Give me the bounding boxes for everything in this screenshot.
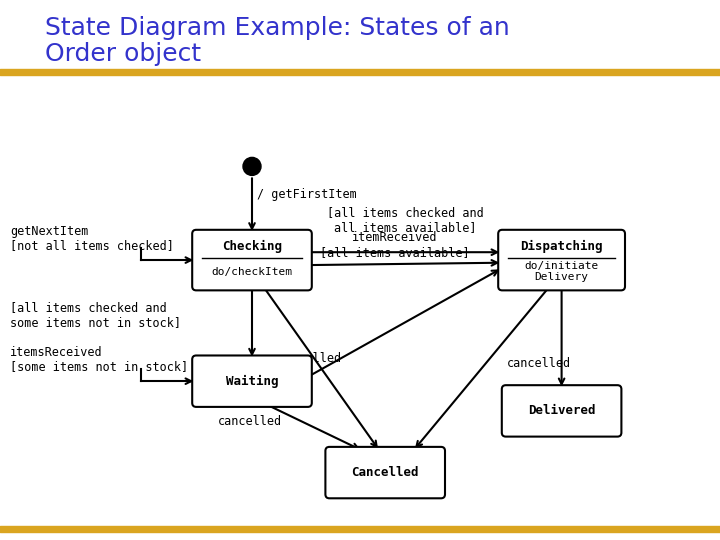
Text: Waiting: Waiting: [226, 375, 278, 388]
Text: / getFirstItem: / getFirstItem: [257, 188, 356, 201]
Circle shape: [243, 157, 261, 176]
Text: Delivered: Delivered: [528, 404, 595, 417]
Text: [all items checked and
some items not in stock]: [all items checked and some items not in…: [10, 301, 181, 329]
Text: do/initiate
Delivery: do/initiate Delivery: [524, 261, 599, 282]
Text: cancelled: cancelled: [218, 415, 282, 428]
Text: Dispatching: Dispatching: [521, 240, 603, 253]
FancyBboxPatch shape: [325, 447, 445, 498]
Text: itemsReceived: itemsReceived: [10, 346, 103, 359]
FancyBboxPatch shape: [192, 230, 312, 291]
Text: Checking: Checking: [222, 240, 282, 253]
Text: [some items not in stock]: [some items not in stock]: [10, 360, 188, 373]
Text: getNextItem: getNextItem: [10, 225, 89, 238]
Text: cancelled: cancelled: [278, 352, 342, 365]
Text: Cancelled: Cancelled: [351, 466, 419, 479]
Text: do/checkItem: do/checkItem: [212, 267, 292, 276]
Text: [all items checked and
all items available]: [all items checked and all items availab…: [327, 206, 483, 234]
Text: cancelled: cancelled: [506, 357, 570, 370]
Text: State Diagram Example: States of an: State Diagram Example: States of an: [45, 16, 510, 40]
FancyBboxPatch shape: [498, 230, 625, 291]
FancyBboxPatch shape: [502, 385, 621, 437]
Text: itemReceived
[all items available]: itemReceived [all items available]: [320, 231, 470, 259]
FancyBboxPatch shape: [192, 355, 312, 407]
Text: Order object: Order object: [45, 42, 201, 66]
Text: [not all items checked]: [not all items checked]: [10, 239, 174, 252]
